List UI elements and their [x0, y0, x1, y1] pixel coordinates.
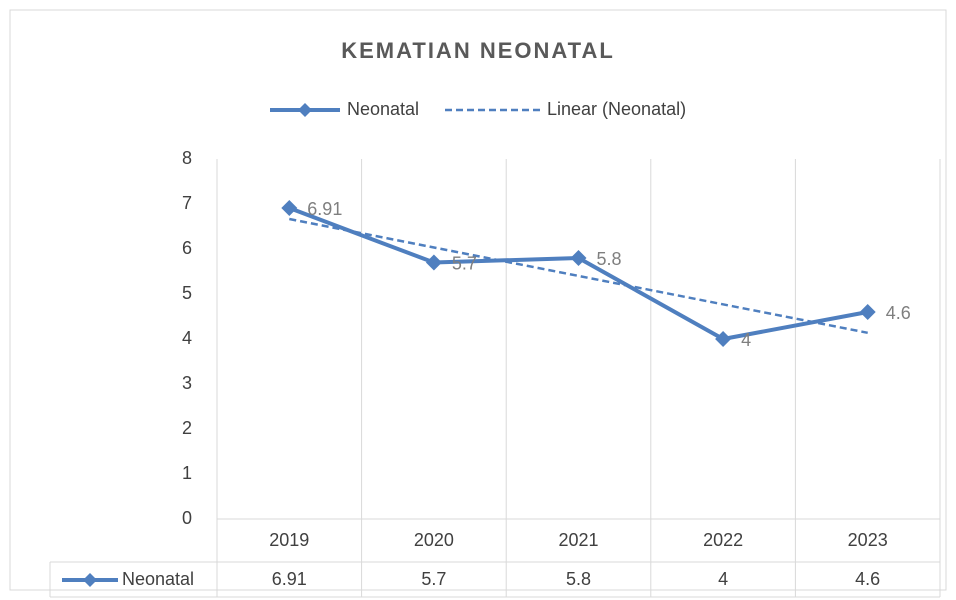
x-tick-label: 2023 [848, 530, 888, 550]
point [281, 200, 298, 217]
x-tick-label: 2019 [269, 530, 309, 550]
y-tick-label: 5 [182, 283, 192, 303]
table-value: 6.91 [272, 569, 307, 589]
data-label: 4 [741, 330, 751, 350]
point [715, 331, 732, 347]
table-value: 4.6 [855, 569, 880, 589]
y-tick-label: 8 [182, 148, 192, 168]
y-tick-label: 1 [182, 463, 192, 483]
y-tick-label: 6 [182, 238, 192, 258]
y-tick-label: 4 [182, 328, 192, 348]
x-tick-label: 2021 [558, 530, 598, 550]
point [859, 304, 876, 320]
y-tick-label: 7 [182, 193, 192, 213]
y-tick-label: 2 [182, 418, 192, 438]
x-tick-label: 2020 [414, 530, 454, 550]
table-value: 5.8 [566, 569, 591, 589]
table-legend-marker [83, 573, 97, 587]
legend-label: Neonatal [347, 99, 419, 119]
data-label: 6.91 [307, 199, 342, 219]
chart-title: KEMATIAN NEONATAL [341, 38, 615, 63]
y-tick-label: 3 [182, 373, 192, 393]
table-value: 4 [718, 569, 728, 589]
chart-border [9, 9, 947, 591]
x-tick-label: 2022 [703, 530, 743, 550]
data-label: 5.8 [597, 249, 622, 269]
data-label: 5.7 [452, 253, 477, 273]
y-tick-label: 0 [182, 508, 192, 528]
legend-label: Linear (Neonatal) [547, 99, 686, 119]
table-value: 5.7 [421, 569, 446, 589]
point [425, 254, 442, 271]
data-label: 4.6 [886, 303, 911, 323]
point [570, 250, 587, 266]
table-series-name: Neonatal [122, 569, 194, 589]
legend-marker [298, 103, 312, 117]
